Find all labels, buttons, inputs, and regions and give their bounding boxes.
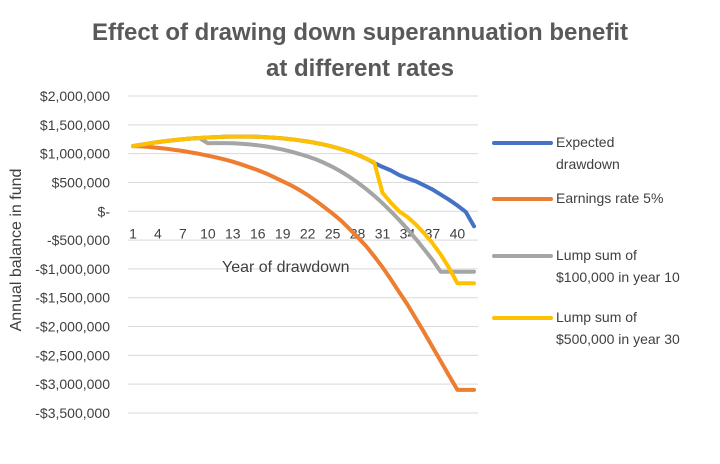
x-tick-label: 16	[250, 225, 266, 241]
chart-title-line-1: Effect of drawing down superannuation be…	[92, 19, 628, 46]
y-tick-label: $2,000,000	[40, 88, 110, 104]
chart-title-line-2: at different rates	[266, 55, 454, 82]
y-tick-label: -$3,000,000	[35, 376, 110, 392]
x-tick-label: 34	[400, 225, 416, 241]
y-tick-label: -$3,500,000	[35, 405, 110, 421]
legend-label-2: Earnings rate 5%	[556, 190, 663, 206]
x-tick-label: 31	[375, 225, 391, 241]
x-tick-label: 7	[179, 225, 187, 241]
x-axis-tick-labels: 1 4 7 10 13 16 19 22 25 28 31 34 37 40	[129, 225, 465, 241]
legend-label-1: drawdown	[556, 156, 620, 172]
x-tick-label: 25	[325, 225, 341, 241]
y-tick-label: -$2,500,000	[35, 347, 110, 363]
legend-label-4: $500,000 in year 30	[556, 331, 680, 347]
x-tick-label: 40	[450, 225, 466, 241]
series-line-4	[131, 134, 476, 286]
legend-label-4: Lump sum of	[556, 309, 637, 325]
gridlines	[128, 95, 478, 414]
legend-label-1: Expected	[556, 134, 614, 150]
x-tick-label: 4	[154, 225, 162, 241]
x-tick-label: 22	[300, 225, 316, 241]
legend: Expected drawdown Earnings rate 5% Lump sum…	[492, 134, 680, 347]
x-tick-label: 19	[275, 225, 291, 241]
legend-label-3: Lump sum of	[556, 247, 637, 263]
x-tick-label: 28	[350, 225, 366, 241]
y-tick-label: -$500,000	[47, 232, 110, 248]
x-axis-label: Year of drawdown	[222, 259, 350, 276]
y-tick-label: -$2,000,000	[35, 319, 110, 335]
y-tick-label: -$1,500,000	[35, 290, 110, 306]
y-tick-label: $500,000	[52, 174, 111, 190]
series-line-2	[131, 144, 476, 392]
y-tick-label: $-	[98, 203, 111, 219]
y-tick-label: -$1,000,000	[35, 261, 110, 277]
x-tick-label: 1	[129, 225, 137, 241]
y-axis-label: Annual balance in fund	[8, 169, 25, 332]
series-line-3	[131, 136, 476, 274]
series-lines	[131, 134, 476, 392]
x-tick-label: 13	[225, 225, 241, 241]
legend-label-3: $100,000 in year 10	[556, 269, 680, 285]
x-tick-label: 10	[200, 225, 216, 241]
y-tick-label: $1,000,000	[40, 146, 110, 162]
y-tick-label: $1,500,000	[40, 117, 110, 133]
y-axis-tick-labels: $2,000,000 $1,500,000 $1,000,000 $500,000 $-…	[35, 88, 110, 421]
